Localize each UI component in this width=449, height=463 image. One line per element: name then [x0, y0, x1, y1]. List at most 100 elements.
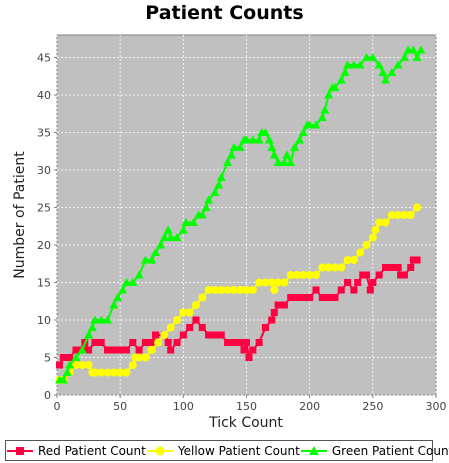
data-point: [381, 264, 389, 271]
data-point: [286, 271, 295, 279]
data-point: [167, 346, 175, 354]
data-point: [267, 278, 276, 287]
y-tick-label: 40: [37, 89, 51, 102]
data-point: [324, 263, 333, 272]
legend: Red Patient Count Yellow Patient Count G…: [5, 440, 449, 461]
data-point: [274, 301, 282, 309]
data-point: [330, 263, 339, 272]
data-point: [295, 135, 305, 144]
data-point: [260, 128, 270, 136]
data-point: [154, 338, 163, 347]
legend-red-square-icon: [16, 446, 24, 455]
x-tick-label: 200: [299, 400, 320, 413]
data-point: [344, 279, 352, 286]
x-tick-label: 50: [113, 400, 127, 413]
data-point: [188, 218, 198, 226]
data-point: [406, 211, 415, 219]
data-point: [337, 286, 345, 294]
data-point: [312, 286, 320, 294]
data-point: [173, 316, 182, 324]
data-point: [362, 241, 371, 249]
y-tick-label: 25: [37, 202, 51, 215]
data-point: [223, 158, 233, 166]
chart-title: Patient Counts: [145, 2, 304, 24]
data-point: [318, 263, 327, 272]
legend-yellow-label: Yellow Patient Count: [177, 443, 300, 458]
series-2: [55, 45, 426, 384]
data-point: [242, 286, 251, 294]
data-point: [293, 271, 302, 279]
data-point: [400, 211, 409, 219]
data-point: [110, 346, 118, 354]
data-point: [78, 361, 87, 369]
y-tick-label: 15: [37, 277, 51, 290]
data-point: [198, 293, 207, 302]
data-point: [375, 271, 383, 279]
data-point: [270, 309, 278, 316]
data-point: [369, 279, 377, 286]
data-point: [317, 113, 327, 121]
legend-yellow-swatch-icon: [146, 446, 173, 455]
data-point: [248, 286, 257, 294]
data-point: [408, 45, 418, 54]
legend-item-red: Red Patient Count: [6, 444, 146, 458]
data-point: [270, 286, 279, 294]
y-tick-label: 20: [37, 239, 51, 252]
data-point: [397, 271, 405, 279]
data-point: [224, 339, 232, 346]
x-tick-label: 300: [426, 400, 447, 413]
data-point: [282, 150, 292, 159]
data-point: [181, 218, 191, 226]
legend-item-yellow: Yellow Patient Count: [146, 444, 300, 458]
data-point: [393, 60, 403, 69]
data-point: [217, 331, 225, 339]
data-point: [179, 308, 188, 317]
data-point: [340, 68, 350, 76]
data-point: [349, 60, 359, 69]
data-point: [255, 339, 263, 346]
data-point: [85, 346, 93, 354]
legend-red-swatch-icon: [7, 446, 33, 455]
data-point: [366, 286, 374, 294]
data-point: [109, 368, 118, 377]
data-point: [311, 120, 321, 129]
data-point: [387, 211, 396, 219]
data-point: [245, 354, 253, 361]
data-point: [343, 256, 352, 264]
data-point: [236, 286, 245, 294]
data-point: [90, 368, 99, 377]
legend-item-green: Green Patient Count: [300, 444, 449, 458]
data-point: [362, 53, 372, 61]
data-point: [96, 315, 106, 324]
data-point: [240, 346, 248, 354]
data-point: [279, 158, 289, 166]
data-point: [204, 195, 214, 204]
data-point: [242, 135, 251, 144]
data-point: [349, 256, 358, 264]
data-point: [268, 316, 276, 324]
data-point: [204, 286, 213, 294]
data-point: [109, 300, 119, 309]
data-point: [359, 271, 367, 279]
data-point: [356, 248, 365, 257]
data-point: [378, 68, 388, 76]
data-point: [116, 368, 125, 377]
data-point: [229, 286, 238, 294]
data-point: [56, 361, 64, 369]
legend-yellow-circle-icon: [155, 446, 165, 455]
data-point: [103, 315, 113, 324]
data-point: [84, 361, 93, 369]
data-point: [298, 128, 308, 136]
data-point: [166, 323, 175, 332]
data-point: [249, 346, 257, 354]
data-point: [311, 271, 320, 279]
data-point: [65, 360, 75, 369]
data-point: [305, 271, 314, 279]
data-point: [90, 315, 100, 324]
data-point: [152, 331, 160, 339]
data-point: [147, 346, 156, 354]
data-point: [205, 331, 213, 339]
data-point: [121, 278, 131, 286]
data-point: [166, 233, 176, 241]
data-point: [223, 286, 232, 294]
